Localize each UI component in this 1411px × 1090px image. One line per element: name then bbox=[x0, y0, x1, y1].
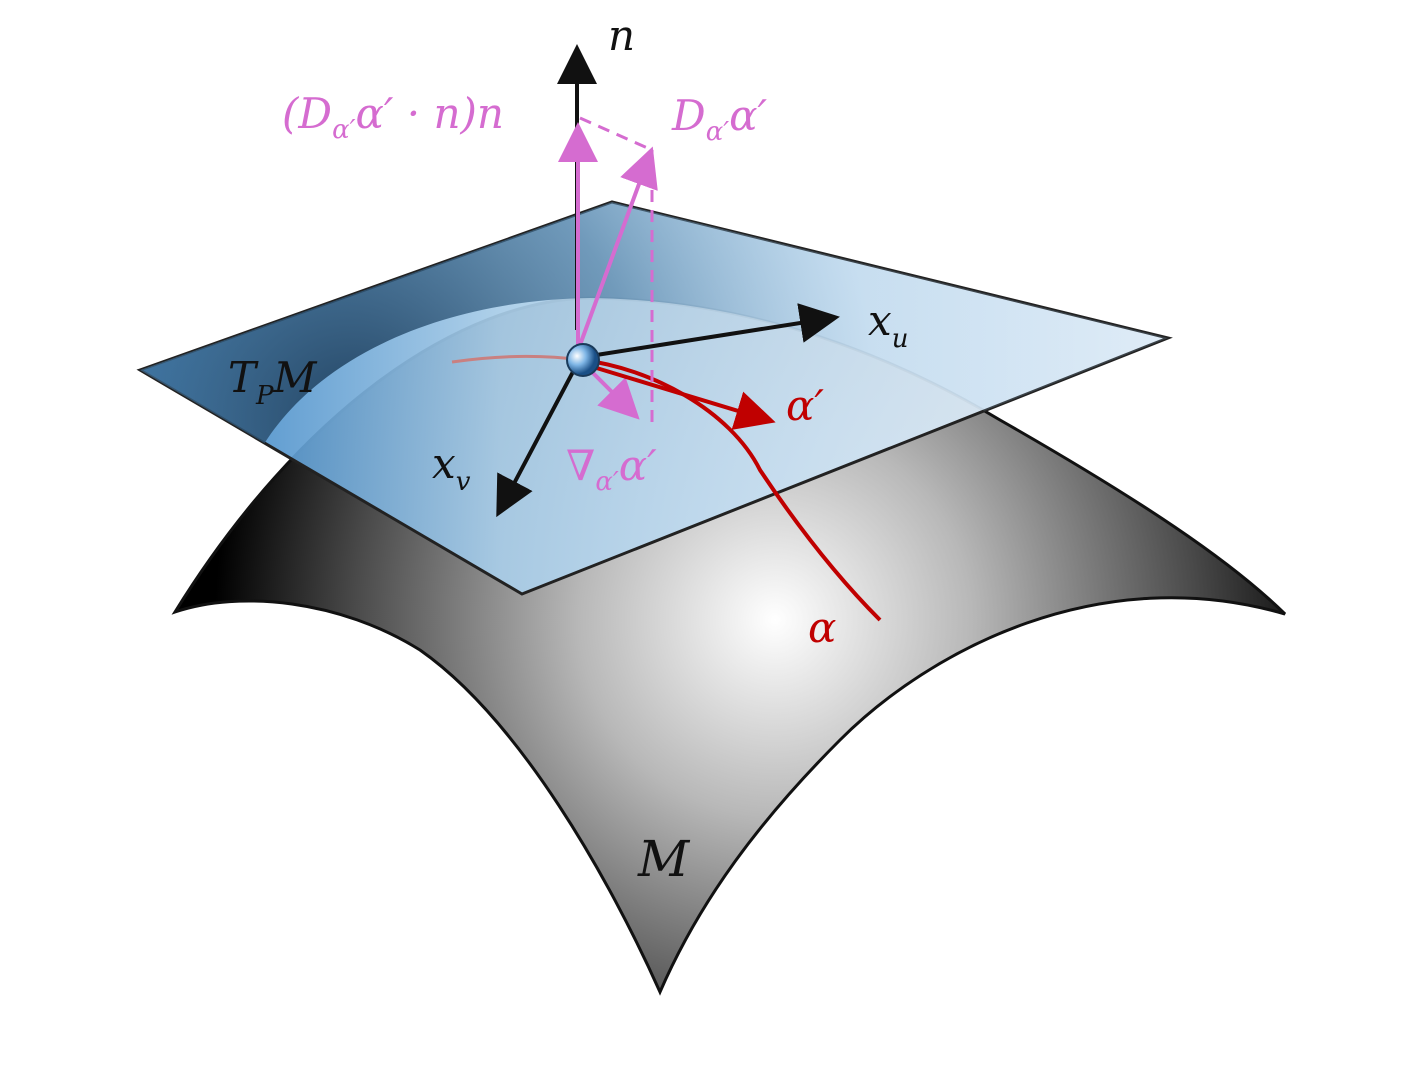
label-alpha-prime: α′ bbox=[786, 381, 824, 430]
label-m: M bbox=[637, 830, 691, 888]
basis-xv-arrow bbox=[496, 367, 577, 518]
label-nabla: ∇α′α′ bbox=[566, 441, 657, 497]
label-xv: xv bbox=[432, 439, 471, 497]
label-tpm: TPM bbox=[228, 353, 318, 411]
curve-alpha bbox=[581, 358, 882, 622]
label-xu: xu bbox=[868, 296, 908, 354]
projection-dashed-lines bbox=[579, 116, 654, 425]
velocity-arrow bbox=[589, 364, 776, 430]
label-normal-component: (Dα′α′ · n)n bbox=[282, 89, 504, 145]
label-covariant-derivative: Dα′α′ bbox=[671, 91, 768, 147]
point-p bbox=[566, 343, 600, 377]
label-n: n bbox=[608, 11, 635, 60]
basis-xu-arrow bbox=[589, 303, 840, 358]
covariant-derivative-arrow bbox=[578, 146, 658, 346]
label-alpha: α bbox=[808, 603, 836, 652]
